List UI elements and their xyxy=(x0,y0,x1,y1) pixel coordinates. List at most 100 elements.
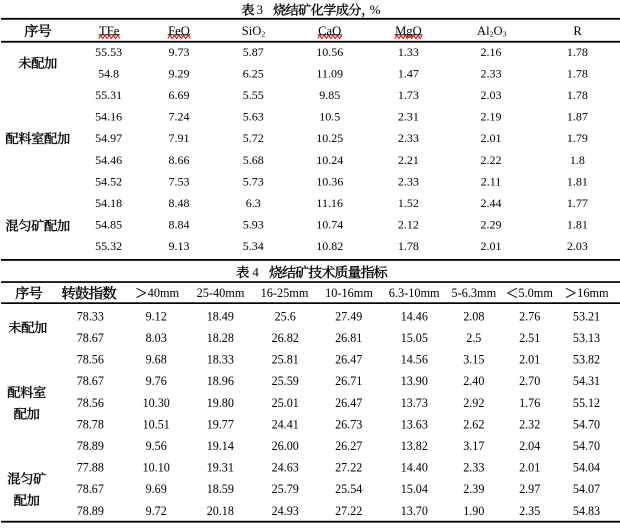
svg-text:5.73: 5.73 xyxy=(243,174,264,188)
svg-text:8.48: 8.48 xyxy=(169,196,190,210)
svg-text:78.89: 78.89 xyxy=(77,439,104,453)
svg-text:O: O xyxy=(494,24,503,38)
svg-text:5.93: 5.93 xyxy=(243,217,264,231)
svg-text:13.73: 13.73 xyxy=(401,396,428,410)
svg-text:26.47: 26.47 xyxy=(335,396,362,410)
svg-text:2.33: 2.33 xyxy=(398,131,419,145)
svg-text:53.21: 53.21 xyxy=(573,309,600,323)
svg-text:10.24: 10.24 xyxy=(316,153,343,167)
svg-text:8.66: 8.66 xyxy=(169,153,190,167)
svg-text:6.25: 6.25 xyxy=(243,67,264,81)
svg-text:5.68: 5.68 xyxy=(243,153,264,167)
svg-text:2.01: 2.01 xyxy=(481,131,502,145)
svg-text:26.47: 26.47 xyxy=(335,353,362,367)
svg-text:1.52: 1.52 xyxy=(398,196,419,210)
svg-text:9.56: 9.56 xyxy=(146,439,167,453)
svg-text:54.07: 54.07 xyxy=(573,482,600,496)
svg-text:7.91: 7.91 xyxy=(169,131,190,145)
svg-text:2.01: 2.01 xyxy=(481,239,502,253)
svg-text:24.41: 24.41 xyxy=(272,417,299,431)
svg-text:25.59: 25.59 xyxy=(272,374,299,388)
svg-text:24.63: 24.63 xyxy=(272,461,299,475)
svg-text:1.78: 1.78 xyxy=(398,239,419,253)
svg-text:2.12: 2.12 xyxy=(398,217,419,231)
svg-text:10.30: 10.30 xyxy=(143,396,170,410)
svg-text:15.04: 15.04 xyxy=(401,482,428,496)
svg-text:3.15: 3.15 xyxy=(463,353,484,367)
svg-text:9.69: 9.69 xyxy=(146,482,167,496)
svg-text:54.70: 54.70 xyxy=(573,439,600,453)
svg-text:20.18: 20.18 xyxy=(207,504,234,518)
svg-text:78.67: 78.67 xyxy=(77,482,104,496)
svg-text:19.31: 19.31 xyxy=(207,461,234,475)
svg-text:54.18: 54.18 xyxy=(95,196,122,210)
svg-text:19.14: 19.14 xyxy=(207,439,234,453)
svg-text:1.81: 1.81 xyxy=(567,217,588,231)
svg-text:54.85: 54.85 xyxy=(95,217,122,231)
svg-text:54.83: 54.83 xyxy=(573,504,600,518)
svg-text:16mm: 16mm xyxy=(577,286,609,300)
svg-text:10.25: 10.25 xyxy=(316,131,343,145)
svg-text:2.44: 2.44 xyxy=(481,196,502,210)
svg-text:1.81: 1.81 xyxy=(567,174,588,188)
svg-text:9.72: 9.72 xyxy=(146,504,167,518)
svg-text:16-25mm: 16-25mm xyxy=(261,286,309,300)
svg-text:1.90: 1.90 xyxy=(463,504,484,518)
svg-text:25.79: 25.79 xyxy=(272,482,299,496)
svg-text:78.89: 78.89 xyxy=(77,504,104,518)
svg-text:2.19: 2.19 xyxy=(481,110,502,124)
svg-text:10.36: 10.36 xyxy=(316,174,343,188)
svg-text:10-16mm: 10-16mm xyxy=(325,286,373,300)
svg-text:2.03: 2.03 xyxy=(567,239,588,253)
svg-text:40mm: 40mm xyxy=(148,286,180,300)
svg-text:10.10: 10.10 xyxy=(143,461,170,475)
svg-text:2.33: 2.33 xyxy=(463,461,484,475)
svg-text:54.04: 54.04 xyxy=(573,461,600,475)
svg-text:18.96: 18.96 xyxy=(207,374,234,388)
svg-text:5.34: 5.34 xyxy=(243,239,264,253)
svg-text:FeO: FeO xyxy=(168,24,190,38)
svg-text:11.16: 11.16 xyxy=(316,196,343,210)
svg-text:7.24: 7.24 xyxy=(169,110,190,124)
svg-text:1.79: 1.79 xyxy=(567,131,588,145)
svg-text:3: 3 xyxy=(503,30,507,39)
svg-text:10.5: 10.5 xyxy=(319,110,340,124)
svg-text:9.13: 9.13 xyxy=(169,239,190,253)
svg-text:2.40: 2.40 xyxy=(463,374,484,388)
svg-text:54.70: 54.70 xyxy=(573,417,600,431)
svg-text:2.51: 2.51 xyxy=(519,331,540,345)
svg-text:24.93: 24.93 xyxy=(272,504,299,518)
svg-text:25-40mm: 25-40mm xyxy=(197,286,245,300)
svg-text:5-6.3mm: 5-6.3mm xyxy=(451,286,496,300)
svg-text:26.27: 26.27 xyxy=(335,439,362,453)
svg-text:4: 4 xyxy=(252,264,259,279)
svg-text:55.31: 55.31 xyxy=(95,88,122,102)
svg-text:5.55: 5.55 xyxy=(243,88,264,102)
svg-text:14.40: 14.40 xyxy=(401,461,428,475)
svg-text:53.82: 53.82 xyxy=(573,353,600,367)
svg-text:14.46: 14.46 xyxy=(401,309,428,323)
svg-text:53.13: 53.13 xyxy=(573,331,600,345)
svg-text:8.03: 8.03 xyxy=(146,331,167,345)
svg-text:9.29: 9.29 xyxy=(169,67,190,81)
svg-text:2: 2 xyxy=(261,30,265,39)
svg-text:3.17: 3.17 xyxy=(463,439,484,453)
svg-text:2.97: 2.97 xyxy=(519,482,540,496)
svg-text:26.73: 26.73 xyxy=(335,417,362,431)
svg-text:26.81: 26.81 xyxy=(335,331,362,345)
svg-text:2.04: 2.04 xyxy=(519,439,540,453)
svg-text:2.03: 2.03 xyxy=(481,88,502,102)
svg-text:26.71: 26.71 xyxy=(335,374,362,388)
svg-text:2.33: 2.33 xyxy=(398,174,419,188)
svg-text:27.49: 27.49 xyxy=(335,309,362,323)
svg-text:10.56: 10.56 xyxy=(316,45,343,59)
svg-text:9.73: 9.73 xyxy=(169,45,190,59)
svg-text:10.51: 10.51 xyxy=(143,417,170,431)
svg-text:6.69: 6.69 xyxy=(169,88,190,102)
svg-text:18.59: 18.59 xyxy=(207,482,234,496)
svg-text:78.56: 78.56 xyxy=(77,353,104,367)
svg-text:SiO: SiO xyxy=(242,24,262,38)
svg-text:13.63: 13.63 xyxy=(401,417,428,431)
svg-text:18.33: 18.33 xyxy=(207,353,234,367)
svg-text:54.8: 54.8 xyxy=(98,67,119,81)
